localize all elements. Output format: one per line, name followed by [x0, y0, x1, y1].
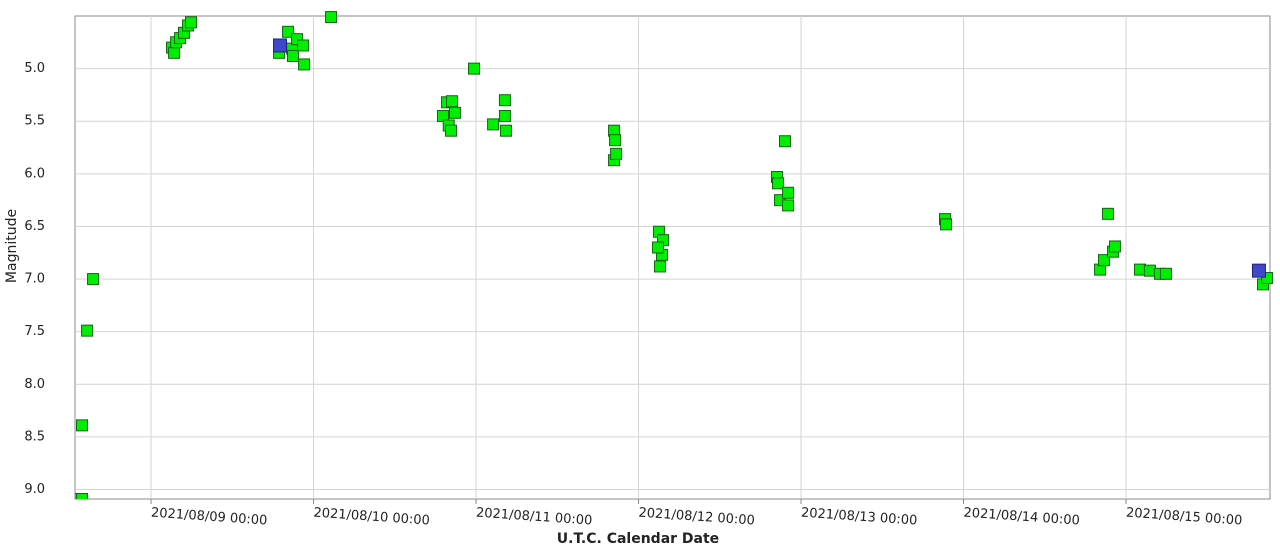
data-point: [1261, 272, 1274, 285]
data-point: [81, 324, 94, 337]
x-tick-label: 2021/08/15 00:00: [1125, 506, 1242, 529]
y-axis-label: Magnitude: [4, 209, 20, 283]
data-point: [1159, 267, 1172, 280]
data-point: [185, 16, 198, 29]
y-tick-label: 7.0: [24, 272, 45, 287]
data-point: [940, 218, 953, 231]
data-point: [782, 186, 795, 199]
data-point: [325, 11, 338, 24]
data-point: [498, 94, 511, 107]
plot-area: [74, 15, 1271, 500]
y-tick-label: 7.5: [24, 324, 45, 339]
x-axis-label: U.T.C. Calendar Date: [557, 531, 719, 546]
data-point: [499, 124, 512, 137]
data-point: [282, 25, 295, 38]
data-point: [779, 135, 792, 148]
y-tick-label: 5.0: [24, 61, 45, 76]
y-tick-label: 6.5: [24, 219, 45, 234]
data-point: [75, 493, 88, 499]
y-tick-label: 6.0: [24, 166, 45, 181]
data-point: [782, 199, 795, 212]
data-point: [772, 177, 785, 190]
data-point: [651, 241, 664, 254]
x-tick-label: 2021/08/11 00:00: [476, 506, 593, 529]
data-point: [609, 134, 622, 147]
data-point: [1108, 240, 1121, 253]
data-point: [468, 62, 481, 75]
y-tick-label: 9.0: [24, 482, 45, 497]
x-tick-label: 2021/08/12 00:00: [638, 506, 755, 529]
y-tick-label: 8.5: [24, 429, 45, 444]
points: [75, 11, 1274, 499]
x-tick-label: 2021/08/13 00:00: [801, 506, 918, 529]
data-point: [653, 260, 666, 273]
data-point: [498, 109, 511, 122]
data-point: [273, 38, 288, 53]
data-point: [487, 118, 500, 131]
data-point: [1251, 263, 1266, 278]
y-tick-label: 8.0: [24, 377, 45, 392]
x-tick-label: 2021/08/14 00:00: [963, 506, 1080, 529]
data-point: [1098, 254, 1111, 267]
data-point: [1134, 263, 1147, 276]
data-point: [448, 106, 461, 119]
data-point: [444, 124, 457, 137]
data-point: [610, 147, 623, 160]
data-point: [1143, 264, 1156, 277]
data-point: [298, 58, 311, 71]
data-point: [446, 95, 459, 108]
x-tick-label: 2021/08/10 00:00: [313, 506, 430, 529]
data-point: [168, 46, 181, 59]
data-point: [287, 49, 300, 62]
x-tick-label: 2021/08/09 00:00: [151, 506, 268, 529]
data-point: [297, 39, 310, 52]
data-point: [87, 273, 100, 286]
data-point: [75, 419, 88, 432]
data-point: [1101, 207, 1114, 220]
y-tick-label: 5.5: [24, 114, 45, 129]
